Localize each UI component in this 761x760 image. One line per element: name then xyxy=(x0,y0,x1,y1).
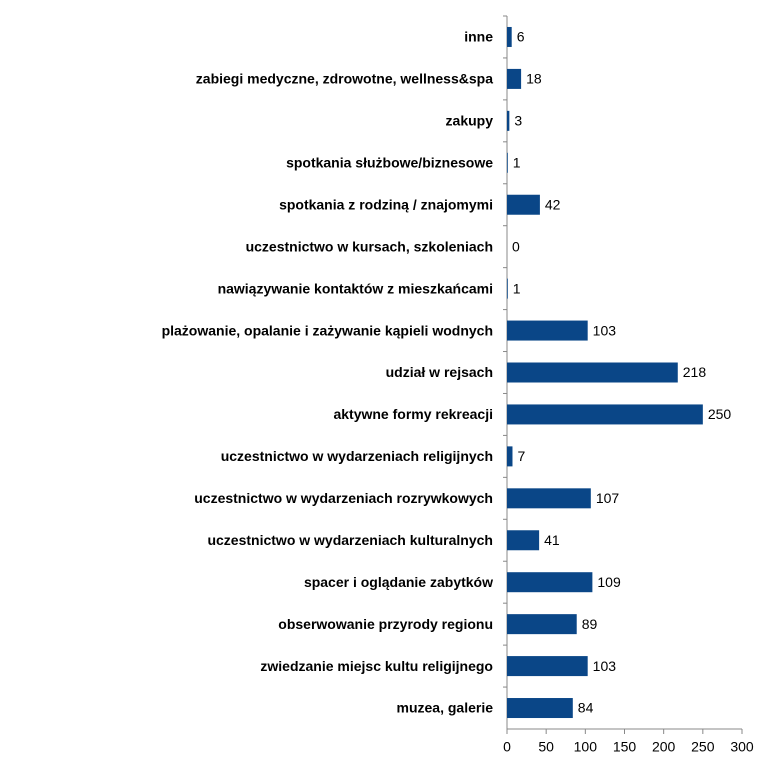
y-tick-label: udział w rejsach xyxy=(386,364,493,380)
data-label: 103 xyxy=(593,322,617,338)
bar xyxy=(507,698,573,719)
data-label: 103 xyxy=(593,658,617,674)
bar xyxy=(507,656,588,677)
x-tick-label: 100 xyxy=(574,739,598,755)
data-label: 6 xyxy=(517,29,525,45)
y-tick-label: uczestnictwo w wydarzeniach kulturalnych xyxy=(207,532,493,548)
y-tick-label: aktywne formy rekreacji xyxy=(333,406,493,422)
y-tick-label: spotkania służbowe/biznesowe xyxy=(286,154,493,170)
y-tick-label: spotkania z rodziną / znajomymi xyxy=(279,196,493,212)
bar xyxy=(507,614,577,635)
data-label: 7 xyxy=(517,448,525,464)
y-tick-label: spacer i oglądanie zabytków xyxy=(304,574,493,590)
data-label: 1 xyxy=(513,154,521,170)
data-label: 41 xyxy=(544,532,560,548)
y-tick-label: plażowanie, opalanie i zażywanie kąpieli… xyxy=(162,322,493,338)
y-tick-label: muzea, galerie xyxy=(397,700,494,716)
x-tick-label: 0 xyxy=(503,739,511,755)
y-tick-label: inne xyxy=(464,29,493,45)
y-tick-label: nawiązywanie kontaktów z mieszkańcami xyxy=(218,280,493,296)
y-tick-label: uczestnictwo w wydarzeniach rozrywkowych xyxy=(194,490,493,506)
data-label: 250 xyxy=(708,406,732,422)
data-label: 3 xyxy=(514,113,522,129)
data-label: 18 xyxy=(526,71,542,87)
bar xyxy=(507,110,510,131)
bar xyxy=(507,278,508,299)
data-label: 42 xyxy=(545,196,561,212)
bar xyxy=(507,404,703,425)
data-label: 84 xyxy=(578,700,594,716)
y-tick-label: zakupy xyxy=(446,113,494,129)
y-tick-label: zabiegi medyczne, zdrowotne, wellness&sp… xyxy=(196,71,493,87)
bar xyxy=(507,320,588,341)
x-tick-label: 200 xyxy=(652,739,676,755)
bar xyxy=(507,572,593,593)
y-tick-label: obserwowanie przyrody regionu xyxy=(278,616,493,632)
bar xyxy=(507,26,512,47)
bar xyxy=(507,488,591,509)
bar xyxy=(507,194,540,215)
data-label: 0 xyxy=(512,238,520,254)
bar xyxy=(507,68,522,89)
y-tick-label: uczestnictwo w kursach, szkoleniach xyxy=(246,238,493,254)
data-label: 1 xyxy=(513,280,521,296)
x-tick-label: 150 xyxy=(613,739,637,755)
x-tick-label: 300 xyxy=(730,739,754,755)
bar xyxy=(507,362,678,383)
y-tick-label: uczestnictwo w wydarzeniach religijnych xyxy=(221,448,493,464)
x-tick-label: 250 xyxy=(691,739,715,755)
bar xyxy=(507,152,508,173)
data-label: 109 xyxy=(597,574,621,590)
y-tick-label: zwiedzanie miejsc kultu religijnego xyxy=(260,658,493,674)
x-tick-label: 50 xyxy=(538,739,554,755)
bar xyxy=(507,530,540,551)
bar xyxy=(507,446,513,467)
data-label: 107 xyxy=(596,490,620,506)
data-label: 89 xyxy=(582,616,598,632)
data-label: 218 xyxy=(683,364,707,380)
